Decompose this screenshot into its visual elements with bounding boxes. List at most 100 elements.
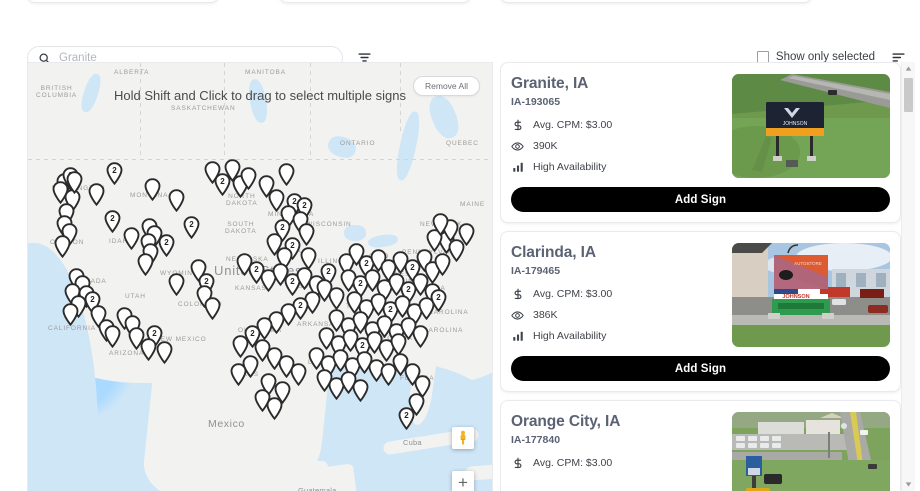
map-pin[interactable] [52,181,69,204]
map-pin[interactable] [123,227,140,250]
map-pin[interactable] [370,293,387,316]
map-pin-cluster[interactable]: 2 [104,210,121,233]
map-pin[interactable] [266,397,283,420]
map-pin[interactable] [408,393,425,416]
map-pin[interactable] [240,167,257,190]
map-pin[interactable] [296,267,313,290]
map-pin[interactable] [278,163,295,186]
scrollbar-thumb[interactable] [904,78,913,112]
map-pin[interactable] [204,297,221,320]
map-pin[interactable] [128,327,145,350]
map-pin[interactable] [258,175,275,198]
sign-card[interactable]: Clarinda, IA IA-179465 Avg. CPM: $3.00 386K… [500,231,901,392]
map-pin[interactable] [168,273,185,296]
map-pin-cluster[interactable]: 2 [214,173,231,196]
map-pin[interactable] [352,379,369,402]
map-pin-cluster[interactable]: 2 [183,216,200,239]
map-pin-cluster[interactable]: 2 [106,162,123,185]
map-pin[interactable] [254,389,271,412]
map-pin[interactable] [242,355,259,378]
map-zoom-in-button[interactable]: + [452,471,474,491]
map-pin[interactable] [54,235,71,258]
map-pin[interactable] [412,325,429,348]
map-pin[interactable] [230,363,247,386]
street-view-pegman-icon[interactable] [452,427,474,449]
map-pin[interactable] [308,347,325,370]
map-pin[interactable] [394,295,411,318]
map-pin-cluster[interactable]: 2 [398,407,415,430]
map-pin[interactable] [266,233,283,256]
map-pin[interactable] [62,303,79,326]
map-pin[interactable] [254,339,271,362]
map-pin[interactable] [137,253,154,276]
sign-thumbnail[interactable]: AUTOSTORE JOHNSON [732,243,890,347]
map-pin[interactable] [224,159,241,182]
search-input[interactable] [59,52,332,64]
map-pin[interactable] [376,315,393,338]
map-pin[interactable] [366,331,383,354]
map-pin[interactable] [88,183,105,206]
map-pin[interactable] [298,223,315,246]
listings-scrollbar[interactable] [901,62,915,491]
map-pin[interactable] [412,273,429,296]
sign-card[interactable]: Granite, IA IA-193065 Avg. CPM: $3.00 390K H… [500,62,901,223]
map-pin[interactable] [458,223,475,246]
map-pin[interactable] [448,239,465,262]
map-pin[interactable] [140,338,157,361]
sign-title: Clarinda, IA [511,244,596,261]
map-pin[interactable] [232,335,249,358]
map-pin[interactable] [316,369,333,392]
caret-up-icon[interactable] [902,62,915,75]
add-sign-button[interactable]: Add Sign [511,356,890,381]
map-pin-cluster[interactable]: 2 [158,234,175,257]
map-pin[interactable] [400,317,417,340]
map-pin[interactable] [168,189,185,212]
map-pin[interactable] [364,269,381,292]
map-pin[interactable] [290,363,307,386]
map-pin[interactable] [318,327,335,350]
add-sign-button[interactable]: Add Sign [511,187,890,212]
map-pin[interactable] [332,349,349,372]
map-pin[interactable] [266,347,283,370]
map-pin[interactable] [368,359,385,382]
map-pin[interactable] [340,269,357,292]
map-pin[interactable] [280,303,297,326]
map-pin[interactable] [104,325,121,348]
sign-stat-text: High Availability [533,330,607,342]
map-pin[interactable] [236,253,253,276]
map-pin[interactable] [274,381,291,404]
filter-icon[interactable] [355,48,373,66]
map-pin[interactable] [156,341,173,364]
sign-thumbnail[interactable]: JOHNSON [732,74,890,178]
map-pin[interactable] [268,189,285,212]
map-pin[interactable] [278,355,295,378]
map-pin[interactable] [268,311,285,334]
caret-down-icon[interactable] [902,478,915,491]
map-pin[interactable] [316,279,333,302]
map-pin[interactable] [356,351,373,374]
map-pin[interactable] [432,213,449,236]
map-panel[interactable]: BRITISH COLUMBIA ALBERTA SASKATCHEWAN MANITO… [27,62,493,491]
sign-thumbnail[interactable] [732,412,890,491]
sign-card[interactable]: Orange City, IA IA-177840 Avg. CPM: $3.00A… [500,400,901,491]
sort-icon[interactable] [889,48,907,66]
map-pin[interactable] [304,291,321,314]
map-pin[interactable] [328,287,345,310]
sign-listings-panel[interactable]: Granite, IA IA-193065 Avg. CPM: $3.00 390K H… [500,62,920,491]
map-pin[interactable] [388,273,405,296]
map-pin[interactable] [352,311,369,334]
map-pin[interactable] [328,309,345,332]
map-pin[interactable] [144,178,161,201]
map-pin-cluster[interactable]: 2 [430,289,447,312]
map-pin[interactable] [272,263,289,286]
map-pin[interactable] [66,171,83,194]
map-pin[interactable] [392,251,409,274]
map-pin[interactable] [434,253,451,276]
remove-all-button[interactable]: Remove All [413,76,480,96]
map-pin[interactable] [342,329,359,352]
map-pin[interactable] [256,317,273,340]
map-pin[interactable] [340,371,357,394]
map-pin[interactable] [392,353,409,376]
map-pin[interactable] [346,291,363,314]
map-canvas[interactable]: BRITISH COLUMBIA ALBERTA SASKATCHEWAN MANITO… [28,63,492,491]
